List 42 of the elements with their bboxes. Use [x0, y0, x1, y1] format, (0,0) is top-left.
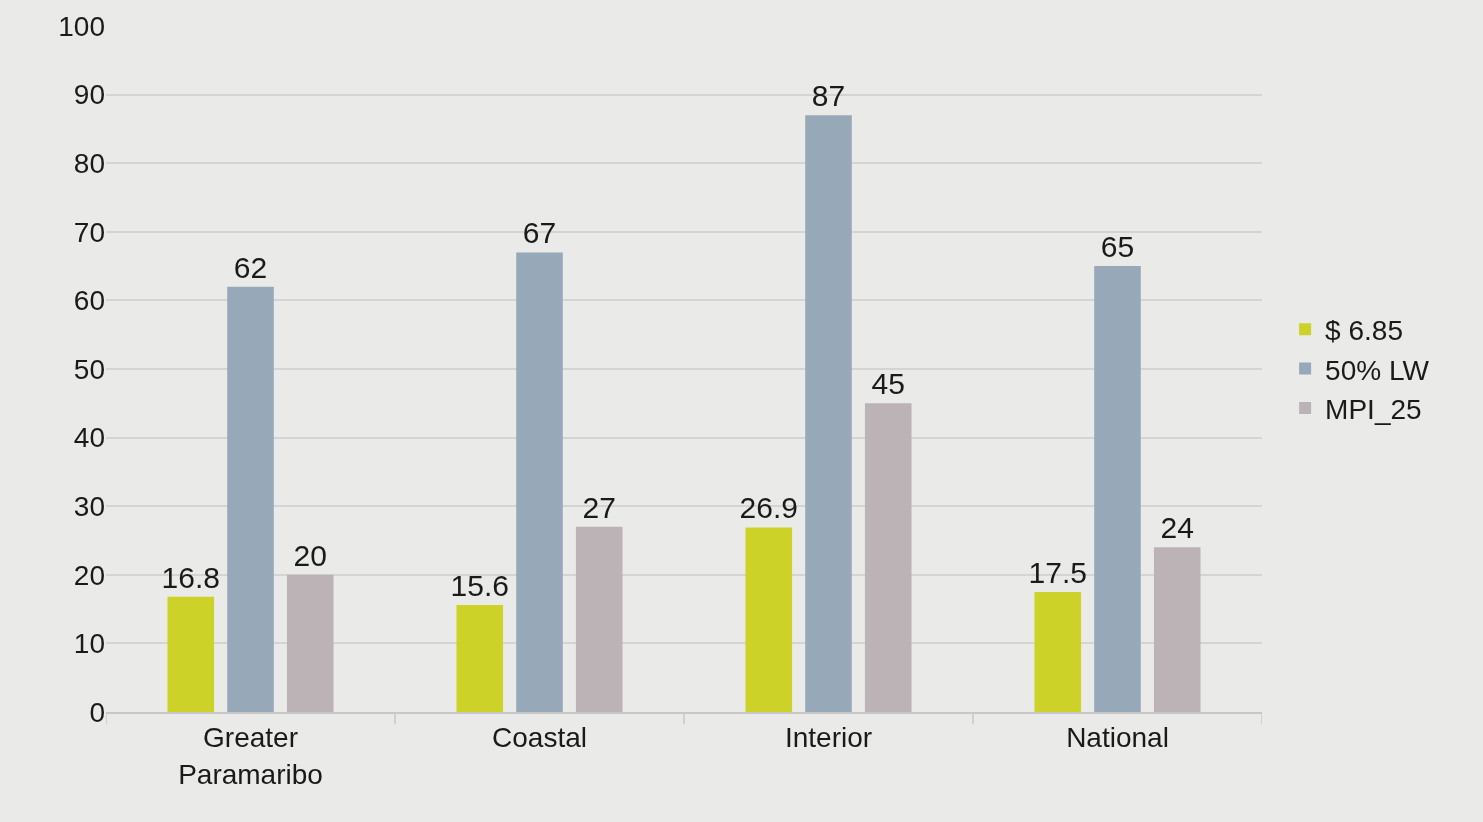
data-label: 20 [293, 538, 327, 572]
legend-label: $ 6.85 [1325, 315, 1403, 347]
data-label: 27 [582, 490, 616, 524]
data-label: 45 [871, 367, 905, 401]
bar [516, 252, 563, 712]
x-tick-label: Greater Paramaribo [178, 722, 323, 790]
y-tick-label: 80 [73, 148, 105, 179]
data-label: 62 [233, 250, 268, 284]
bar [745, 527, 793, 712]
y-tick-label: 10 [73, 628, 105, 660]
bar [456, 604, 504, 712]
bar [805, 115, 852, 712]
data-label: 24 [1160, 511, 1194, 545]
y-tick-label: 30 [73, 491, 105, 522]
y-tick-label: 20 [73, 559, 105, 591]
data-label: 26.9 [739, 491, 798, 525]
x-tick-label: Interior [784, 722, 873, 754]
y-tick-label: 40 [73, 422, 105, 454]
x-tick-label: Coastal [492, 722, 587, 754]
bar [1094, 266, 1141, 712]
y-tick-label: 70 [73, 216, 105, 248]
bar [864, 403, 912, 712]
legend-label: 50% LW [1325, 354, 1430, 386]
bar [575, 526, 623, 712]
data-label: 16.8 [161, 560, 220, 594]
bar [167, 596, 215, 712]
bar [286, 574, 334, 712]
data-label: 67 [522, 216, 557, 250]
data-label: 17.5 [1028, 555, 1087, 589]
y-tick-label: 100 [58, 10, 105, 42]
y-tick-label: 0 [89, 696, 105, 728]
bar [1153, 547, 1201, 712]
y-tick-label: 90 [73, 79, 105, 111]
x-tick-label: National [1066, 722, 1169, 754]
legend-label: MPI_25 [1325, 393, 1422, 425]
data-label: 87 [811, 79, 846, 113]
bar [1034, 591, 1082, 712]
bar [227, 286, 274, 712]
y-tick-label: 60 [73, 285, 105, 317]
data-label: 65 [1100, 230, 1135, 264]
data-label: 15.6 [450, 568, 509, 602]
y-tick-label: 50 [73, 353, 105, 385]
